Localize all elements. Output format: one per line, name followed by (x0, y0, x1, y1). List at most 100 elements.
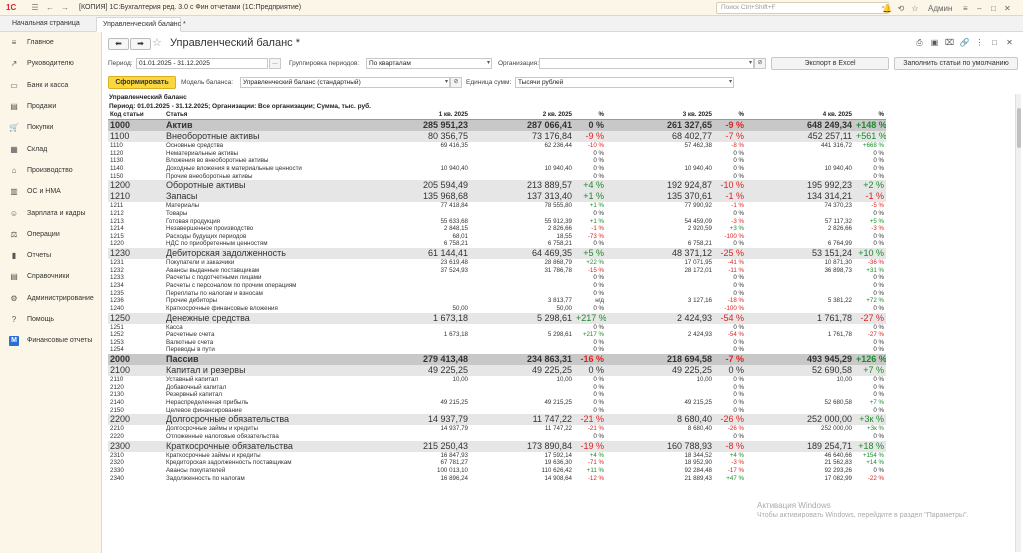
table-row[interactable]: 2140 Нераспределенная прибыль 49 215,25 49 … (108, 399, 886, 407)
organization-open-button[interactable]: ⊘ (754, 58, 766, 69)
table-row[interactable]: 1234 Расчеты с персоналом по прочим опера… (108, 282, 886, 290)
table-row[interactable]: 1251 Касса 0 % 0 % 0 % (108, 324, 886, 332)
notifications-icon[interactable]: 🔔 (882, 3, 892, 13)
table-row[interactable]: 1252 Расчетные счета 1 673,18 5 298,61 +217 … (108, 331, 886, 339)
sidebar-item[interactable]: ▤ Справочники (0, 266, 101, 287)
table-row[interactable]: 1100 Внеоборотные активы 80 356,75 73 176,8… (108, 131, 886, 142)
sidebar-item[interactable]: ▥ ОС и НМА (0, 181, 101, 202)
table-row[interactable]: 1213 Готовая продукция 55 633,68 55 912,39 +… (108, 217, 886, 225)
table-row[interactable]: 1200 Оборотные активы 205 594,49 213 889,57… (108, 180, 886, 192)
table-row[interactable]: 2000 Пассив 279 413,48 234 863,31 -16 % 218 6… (108, 354, 886, 366)
table-row[interactable]: 2300 Краткосрочные обязательства 215 250,4… (108, 440, 886, 452)
table-row[interactable]: 2150 Целевое финансирование 0 % 0 % 0 % (108, 407, 886, 415)
table-row[interactable]: 1250 Денежные средства 1 673,18 5 298,61 +21… (108, 312, 886, 324)
table-row[interactable]: 2330 Авансы покупателей 100 013,10 110 626,… (108, 467, 886, 475)
table-row[interactable]: 2210 Долгосрочные займы и кредиты 14 937,7… (108, 425, 886, 433)
back-icon[interactable]: ← (46, 3, 54, 12)
table-row[interactable]: 1231 Покупатели и заказчики 23 619,48 28 86… (108, 259, 886, 267)
table-row[interactable]: 1214 Незавершенное производство 2 848,15 2 … (108, 225, 886, 233)
table-row[interactable]: 2120 Добавочный капитал 0 % 0 % 0 % (108, 384, 886, 392)
sidebar-item[interactable]: ↗ Руководителю (0, 53, 101, 74)
favorite-star-icon[interactable]: ☆ (152, 37, 162, 49)
table-row[interactable]: 1235 Переплаты по налогам и взносам 0 % 0 %… (108, 290, 886, 298)
table-row[interactable]: 1220 НДС по приобретенным ценностям 6 758,… (108, 240, 886, 248)
search-icon[interactable]: ⌕ (881, 4, 885, 11)
maximize-icon[interactable]: □ (990, 3, 996, 13)
sidebar-item[interactable]: 🛒 Покупки (0, 117, 101, 138)
grouping-select[interactable]: По кварталам ▾ (366, 58, 492, 69)
organization-field[interactable]: ▾ (539, 58, 754, 69)
table-row[interactable]: 2310 Краткосрочные займы и кредиты 16 847,… (108, 452, 886, 460)
table-row[interactable]: 1150 Прочие внеоборотные активы 0 % 0 % 0 % (108, 173, 886, 181)
model-select[interactable]: Управленческий баланс (стандартный) ▾ (240, 77, 450, 88)
forward-icon[interactable]: → (61, 3, 69, 12)
tab-home[interactable]: Начальная страница (6, 17, 96, 32)
search-input[interactable]: Поиск Ctrl+Shift+F ⌕ (716, 2, 889, 14)
tab-report[interactable]: Управленческий баланс * ✕ (96, 17, 186, 32)
table-row[interactable]: 2110 Уставный капитал 10,00 10,00 0 % 10,00 0 … (108, 376, 886, 384)
sidebar-item[interactable]: ▦ Склад (0, 138, 101, 159)
close-icon[interactable]: ✕ (1004, 3, 1011, 13)
table-row[interactable]: 2320 Кредиторская задолженность поставщик… (108, 459, 886, 467)
tab-close-icon[interactable]: ✕ (170, 21, 176, 28)
chevron-down-icon[interactable]: ▾ (444, 79, 448, 85)
model-open-button[interactable]: ⊘ (450, 77, 462, 88)
sidebar-item[interactable]: ☺ Зарплата и кадры (0, 202, 101, 223)
table-row[interactable]: 1230 Дебиторская задолженность 61 144,41 64… (108, 248, 886, 260)
period-select-button[interactable]: … (269, 58, 281, 69)
table-row[interactable]: 1253 Валютные счета 0 % 0 % 0 % (108, 339, 886, 347)
chevron-down-icon[interactable]: ▾ (748, 60, 752, 66)
link-icon[interactable]: 🔗 (959, 38, 970, 47)
period-field[interactable]: 01.01.2025 - 31.12.2025 (136, 58, 268, 69)
table-row[interactable]: 1236 Прочие дебиторы 3 813,77 н/д 3 127,16 -1… (108, 297, 886, 305)
sidebar-item[interactable]: M Финансовые отчеты (0, 330, 101, 351)
vertical-scrollbar[interactable] (1015, 94, 1021, 552)
favorites-icon[interactable]: ☆ (911, 3, 919, 13)
sidebar-item[interactable]: ▤ Продажи (0, 96, 101, 117)
table-row[interactable]: 2130 Резервный капитал 0 % 0 % 0 % (108, 391, 886, 399)
sidebar-item[interactable]: ⚙ Администрирование (0, 288, 101, 309)
attach-icon[interactable]: ⌧ (944, 38, 955, 47)
table-row[interactable]: 1212 Товары 0 % 0 % 0 % (108, 210, 886, 218)
table-row[interactable]: 2200 Долгосрочные обязательства 14 937,79 1… (108, 414, 886, 426)
table-row[interactable]: 1211 Материалы 77 418,84 78 555,80 +1 % 77 99… (108, 202, 886, 210)
more-icon[interactable]: ⋮ (975, 38, 984, 47)
print-icon[interactable]: ⎙ (916, 38, 923, 47)
table-row[interactable]: 1140 Доходные вложения в материальные цен… (108, 165, 886, 173)
table-row[interactable]: 1130 Вложения во внеоборотные активы 0 % 0 … (108, 157, 886, 165)
minimize-icon[interactable]: – (977, 3, 982, 13)
chevron-down-icon[interactable]: ▾ (486, 60, 490, 66)
table-row[interactable]: 1233 Расчеты с подотчетными лицами 0 % 0 % 0… (108, 274, 886, 282)
settings-icon[interactable]: ≡ (963, 3, 968, 13)
sidebar-item[interactable]: ⚖ Операции (0, 224, 101, 245)
export-excel-button[interactable]: Экспорт в Excel (771, 57, 889, 70)
unit-select[interactable]: Тысячи рублей ▾ (515, 77, 734, 88)
save-icon[interactable]: ▣ (930, 38, 939, 47)
table-row[interactable]: 1215 Расходы будущих периодов 68,01 18,55 -7… (108, 233, 886, 241)
user-name[interactable]: Админ (928, 3, 953, 13)
fill-defaults-button[interactable]: Заполнить статьи по умолчанию (894, 57, 1018, 70)
window-close-icon[interactable]: ✕ (1006, 38, 1013, 47)
menu-icon[interactable]: ☰ (31, 3, 39, 12)
table-row[interactable]: 1000 Актив 285 951,23 287 066,41 0 % 261 327,… (108, 119, 886, 131)
sidebar-item[interactable]: ≡ Главное (0, 32, 101, 53)
table-row[interactable]: 1232 Авансы выданные поставщикам 37 524,93… (108, 267, 886, 275)
table-row[interactable]: 1254 Переводы в пути 0 % 0 % 0 % (108, 346, 886, 354)
table-row[interactable]: 2100 Капитал и резервы 49 225,25 49 225,25 0… (108, 365, 886, 377)
back-button[interactable]: ⬅ (108, 38, 129, 50)
table-row[interactable]: 1110 Основные средства 69 416,35 62 236,44 -… (108, 142, 886, 150)
sidebar-item[interactable]: ? Помощь (0, 309, 101, 330)
table-row[interactable]: 2220 Отложенные налоговые обязательства 0 … (108, 433, 886, 441)
sidebar-item[interactable]: ▭ Банк и касса (0, 75, 101, 96)
table-row[interactable]: 1210 Запасы 135 968,68 137 313,40 +1 % 135 37… (108, 191, 886, 203)
table-row[interactable]: 1120 Нематериальные активы 0 % 0 % 0 % (108, 150, 886, 158)
sidebar-item[interactable]: ⌂ Производство (0, 160, 101, 181)
chevron-down-icon[interactable]: ▾ (728, 79, 732, 85)
table-row[interactable]: 2340 Задолженность по налогам 16 896,24 14 … (108, 475, 886, 483)
generate-button[interactable]: Сформировать (108, 76, 176, 89)
history-icon[interactable]: ⟲ (897, 3, 905, 13)
sidebar-item[interactable]: ▮ Отчеты (0, 245, 101, 266)
report-sheet[interactable]: Управленческий баланс Период: 01.01.2025… (108, 94, 1011, 552)
window-maximize-icon[interactable]: □ (992, 38, 997, 47)
scrollbar-thumb[interactable] (1017, 108, 1021, 148)
